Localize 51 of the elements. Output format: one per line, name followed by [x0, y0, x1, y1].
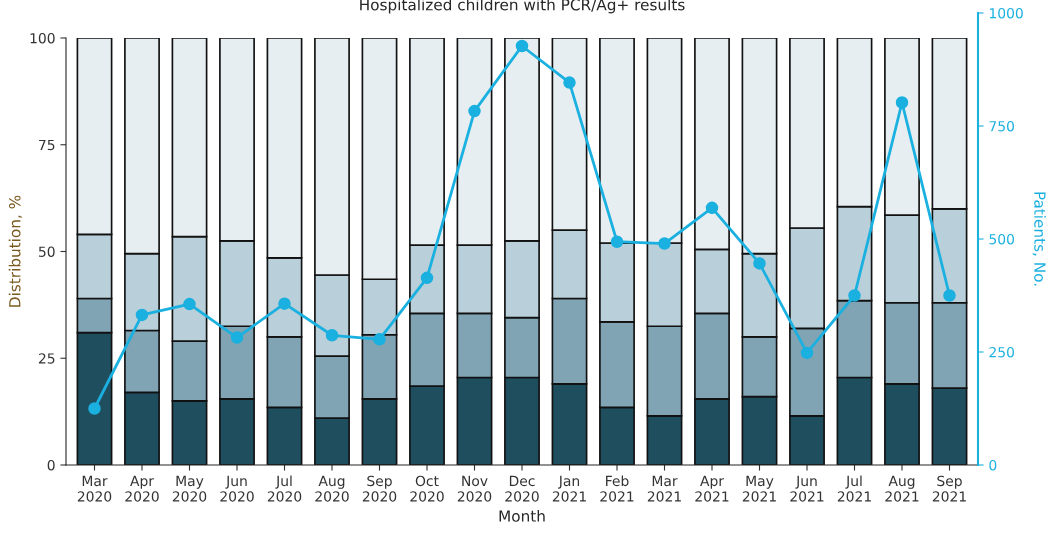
x-tick-label: Sep 2020	[362, 475, 397, 502]
point	[800, 346, 814, 360]
x-tick-label: Nov 2020	[457, 475, 492, 502]
y-tick-label: 75	[39, 139, 55, 151]
x-tick-label: Dec 2020	[505, 475, 539, 502]
y2-tick-label: 250	[989, 346, 1014, 358]
point	[230, 331, 244, 344]
x-tick-label: Jan 2021	[552, 475, 586, 502]
x-tick-label: Oct 2020	[410, 475, 444, 502]
y2-tick-label: 750	[989, 120, 1014, 132]
point	[895, 96, 909, 109]
point	[563, 76, 576, 89]
x-tick-label: May 2020	[172, 475, 207, 502]
y-tick-label: 0	[47, 459, 55, 471]
y-tick-label: 25	[38, 353, 55, 364]
x-tick-label: Mar 2020	[77, 475, 112, 502]
point	[943, 289, 956, 302]
point	[373, 333, 386, 346]
point	[515, 39, 529, 53]
point	[183, 297, 196, 311]
x-tick-label: Feb 2021	[600, 475, 634, 502]
y2-tick-label: 500	[989, 233, 1014, 245]
point	[278, 297, 291, 310]
x-tick-label: May 2021	[742, 475, 776, 502]
x-tick-label: Mar 2021	[647, 475, 681, 502]
point	[705, 201, 719, 215]
point	[88, 402, 101, 415]
point	[468, 104, 481, 118]
point	[420, 271, 434, 285]
y-tick-label: 50	[38, 246, 55, 257]
x-tick-label: Jul 2020	[267, 475, 302, 502]
y2-axis-title: Patients, No.	[1032, 192, 1046, 286]
x-tick-label: Jun 2021	[790, 475, 824, 502]
x-axis-title: Month	[499, 509, 545, 522]
x-tick-label: Sep 2021	[932, 475, 966, 502]
x-tick-label: Apr 2021	[695, 475, 729, 502]
point	[135, 308, 149, 322]
x-tick-label: Aug 2021	[885, 475, 919, 502]
x-tick-label: Jun 2020	[220, 475, 254, 502]
y2-tick-label: 1000	[989, 7, 1023, 19]
point	[658, 237, 671, 250]
y-axis-title: Distribution, %	[8, 195, 23, 307]
x-tick-label: Apr 2020	[125, 475, 159, 502]
y-tick-label: 100	[30, 32, 55, 44]
point	[325, 329, 339, 342]
point	[753, 257, 766, 270]
point	[610, 235, 624, 248]
x-tick-label: Aug 2020	[315, 475, 349, 502]
point	[848, 289, 861, 302]
y2-tick-label: 0	[989, 459, 997, 471]
x-tick-label: Jul 2021	[837, 475, 871, 502]
